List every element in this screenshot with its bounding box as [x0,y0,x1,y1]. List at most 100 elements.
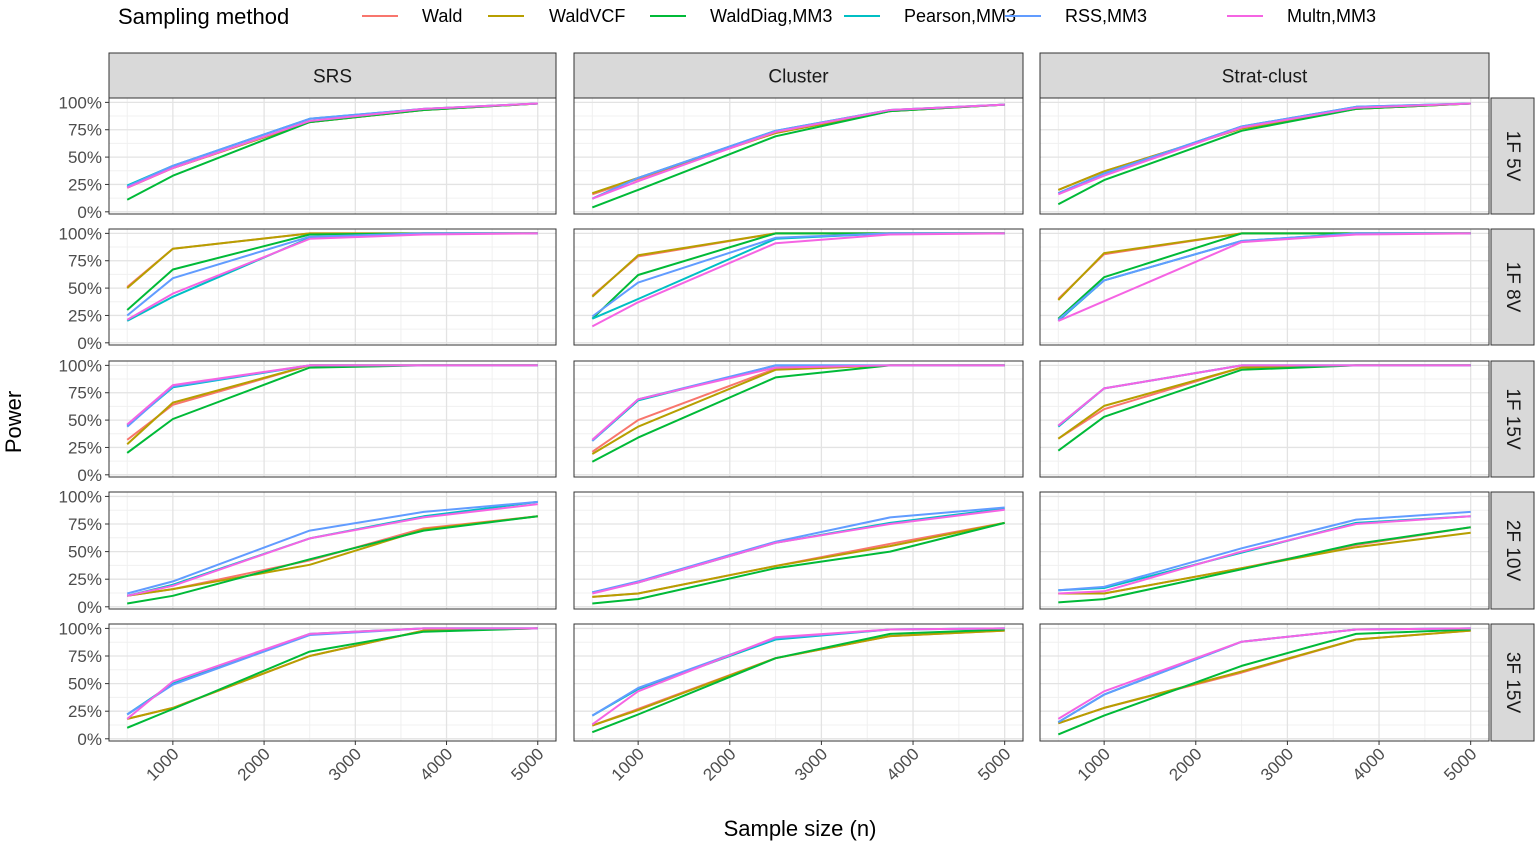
y-tick-label: 50% [68,675,102,694]
legend: Sampling method Wald WaldVCF WaldDiag,MM3 P… [118,4,1376,29]
panel [573,360,1024,478]
panel-border [108,623,557,742]
y-axis-title: Power [1,391,26,453]
y-tick-label: 50% [68,543,102,562]
x-tick-label: 2000 [699,744,739,784]
series-line-walddiag-mm3 [127,515,538,605]
x-tick-label: 5000 [507,744,547,784]
panel [1039,360,1490,478]
panel-border [1039,97,1490,215]
panel-border [108,491,557,610]
column-strip [1039,52,1490,99]
x-tick-label: 5000 [1440,744,1480,784]
y-tick-label: 100% [59,224,102,243]
panel [573,491,1024,610]
panel-background [574,98,1023,214]
row-strip-label: 1F 5V [1502,131,1523,182]
y-tick-label: 0% [77,466,102,485]
x-tick-label: 5000 [974,744,1014,784]
x-tick-label: 4000 [1349,744,1389,784]
panel-border [573,360,1024,478]
series-line-waldvcf [1058,531,1471,595]
panels: SRS Cluster Strat-clust 1F 5V 1F 8V 1F 15V 2F … [59,52,1535,785]
panel-background [1040,624,1489,741]
panel: 0% 25% 50% 75% 100% [59,93,557,222]
legend-label-4: RSS,MM3 [1065,6,1147,26]
series-line-multn-mm3 [126,232,538,321]
panel-background [109,229,556,345]
panel [573,97,1024,215]
series-line-waldvcf [592,521,1005,598]
y-tick-label: 0% [77,730,102,749]
series-line-multn-mm3 [1058,515,1471,595]
series-line-waldvcf [1057,629,1471,725]
y-tick-label: 50% [68,148,102,167]
panel-background [574,229,1023,345]
panel-border [1039,491,1490,610]
row-strip [1490,97,1535,215]
legend-title: Sampling method [118,4,289,29]
series-line-multn-mm3 [126,503,538,597]
panel-border [108,97,557,215]
row-strip-label: 3F 15V [1502,652,1523,714]
legend-label-1: WaldVCF [549,6,625,26]
series-line-multn-mm3 [1057,364,1471,427]
y-tick-label: 25% [68,702,102,721]
series-line-rss-mm3 [1058,510,1471,592]
panel-background [109,624,556,741]
panel: 0% 25% 50% 75% 100% [59,224,557,353]
x-tick-label: 4000 [416,744,456,784]
y-tick-label: 0% [77,598,102,617]
panel-border [1039,360,1490,478]
legend-items: Wald WaldVCF WaldDiag,MM3 Pearson,MM3 RSS,MM… [362,6,1376,26]
panel [1039,228,1490,346]
y-tick-label: 100% [59,619,102,638]
panel-background [574,361,1023,477]
panel-background [1040,98,1489,214]
y-tick-label: 75% [68,647,102,666]
y-tick-label: 75% [68,252,102,271]
panel: 0% 25% 50% 75% 100% [59,356,557,485]
panel [1039,491,1490,610]
series-line-walddiag-mm3 [1057,628,1471,736]
row-strip [1490,360,1535,478]
panel-border [573,491,1024,610]
y-tick-label: 75% [68,515,102,534]
x-tick-label: 2000 [234,744,274,784]
series-line-multn-mm3 [1057,102,1471,196]
row-strip-label: 2F 10V [1502,520,1523,582]
series-line-rss-mm3 [592,506,1005,594]
y-tick-label: 100% [59,356,102,375]
panel: 1000 2000 3000 4000 5000 [573,623,1024,785]
x-tick-label: 3000 [1257,744,1297,784]
series-line-walddiag-mm3 [592,521,1005,605]
series-line-walddiag-mm3 [1058,526,1471,604]
series-line-multn-mm3 [126,364,538,426]
legend-label-3: Pearson,MM3 [904,6,1016,26]
panel-border [573,623,1024,742]
panel-background [109,361,556,477]
series-line-walddiag-mm3 [591,628,1005,734]
y-tick-label: 75% [68,384,102,403]
series-line-multn-mm3 [591,232,1005,328]
panel-background [1040,361,1489,477]
row-strip [1490,228,1535,346]
panel: 1000 2000 3000 4000 5000 [1039,623,1490,785]
row-strip-label: 1F 15V [1502,388,1523,450]
legend-label-5: Multn,MM3 [1287,6,1376,26]
panel-background [109,98,556,214]
x-tick-label: 1000 [143,744,183,784]
y-tick-label: 100% [59,487,102,506]
series-line-multn-mm3 [1057,232,1471,322]
row-strip [1490,491,1535,610]
series-line-multn-mm3 [126,102,538,189]
panel-border [1039,228,1490,346]
series-line-multn-mm3 [1057,627,1471,720]
series-line-multn-mm3 [591,364,1005,441]
series-line-multn-mm3 [592,508,1005,595]
panel-border [108,228,557,346]
panel-background [1040,229,1489,345]
column-strip-label: Cluster [768,67,829,88]
y-tick-label: 100% [59,93,102,112]
